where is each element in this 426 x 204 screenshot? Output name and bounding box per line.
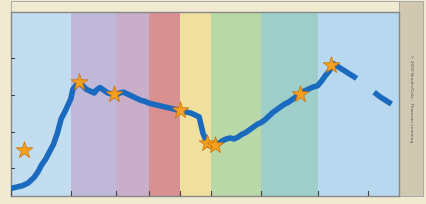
Bar xyxy=(115,12,148,196)
Point xyxy=(296,92,303,95)
Bar xyxy=(71,12,115,196)
Bar xyxy=(11,12,71,196)
Bar xyxy=(179,12,210,196)
Point xyxy=(203,141,210,144)
Point xyxy=(176,109,183,112)
Bar xyxy=(317,12,398,196)
Point xyxy=(211,144,218,147)
Point xyxy=(75,80,82,84)
Bar xyxy=(148,12,179,196)
Point xyxy=(327,64,334,67)
Text: © 2002 Brooks/Cole - Thomson Learning: © 2002 Brooks/Cole - Thomson Learning xyxy=(408,54,412,143)
Bar xyxy=(261,12,317,196)
Point xyxy=(21,148,28,152)
Bar xyxy=(210,12,261,196)
Point xyxy=(110,92,117,95)
